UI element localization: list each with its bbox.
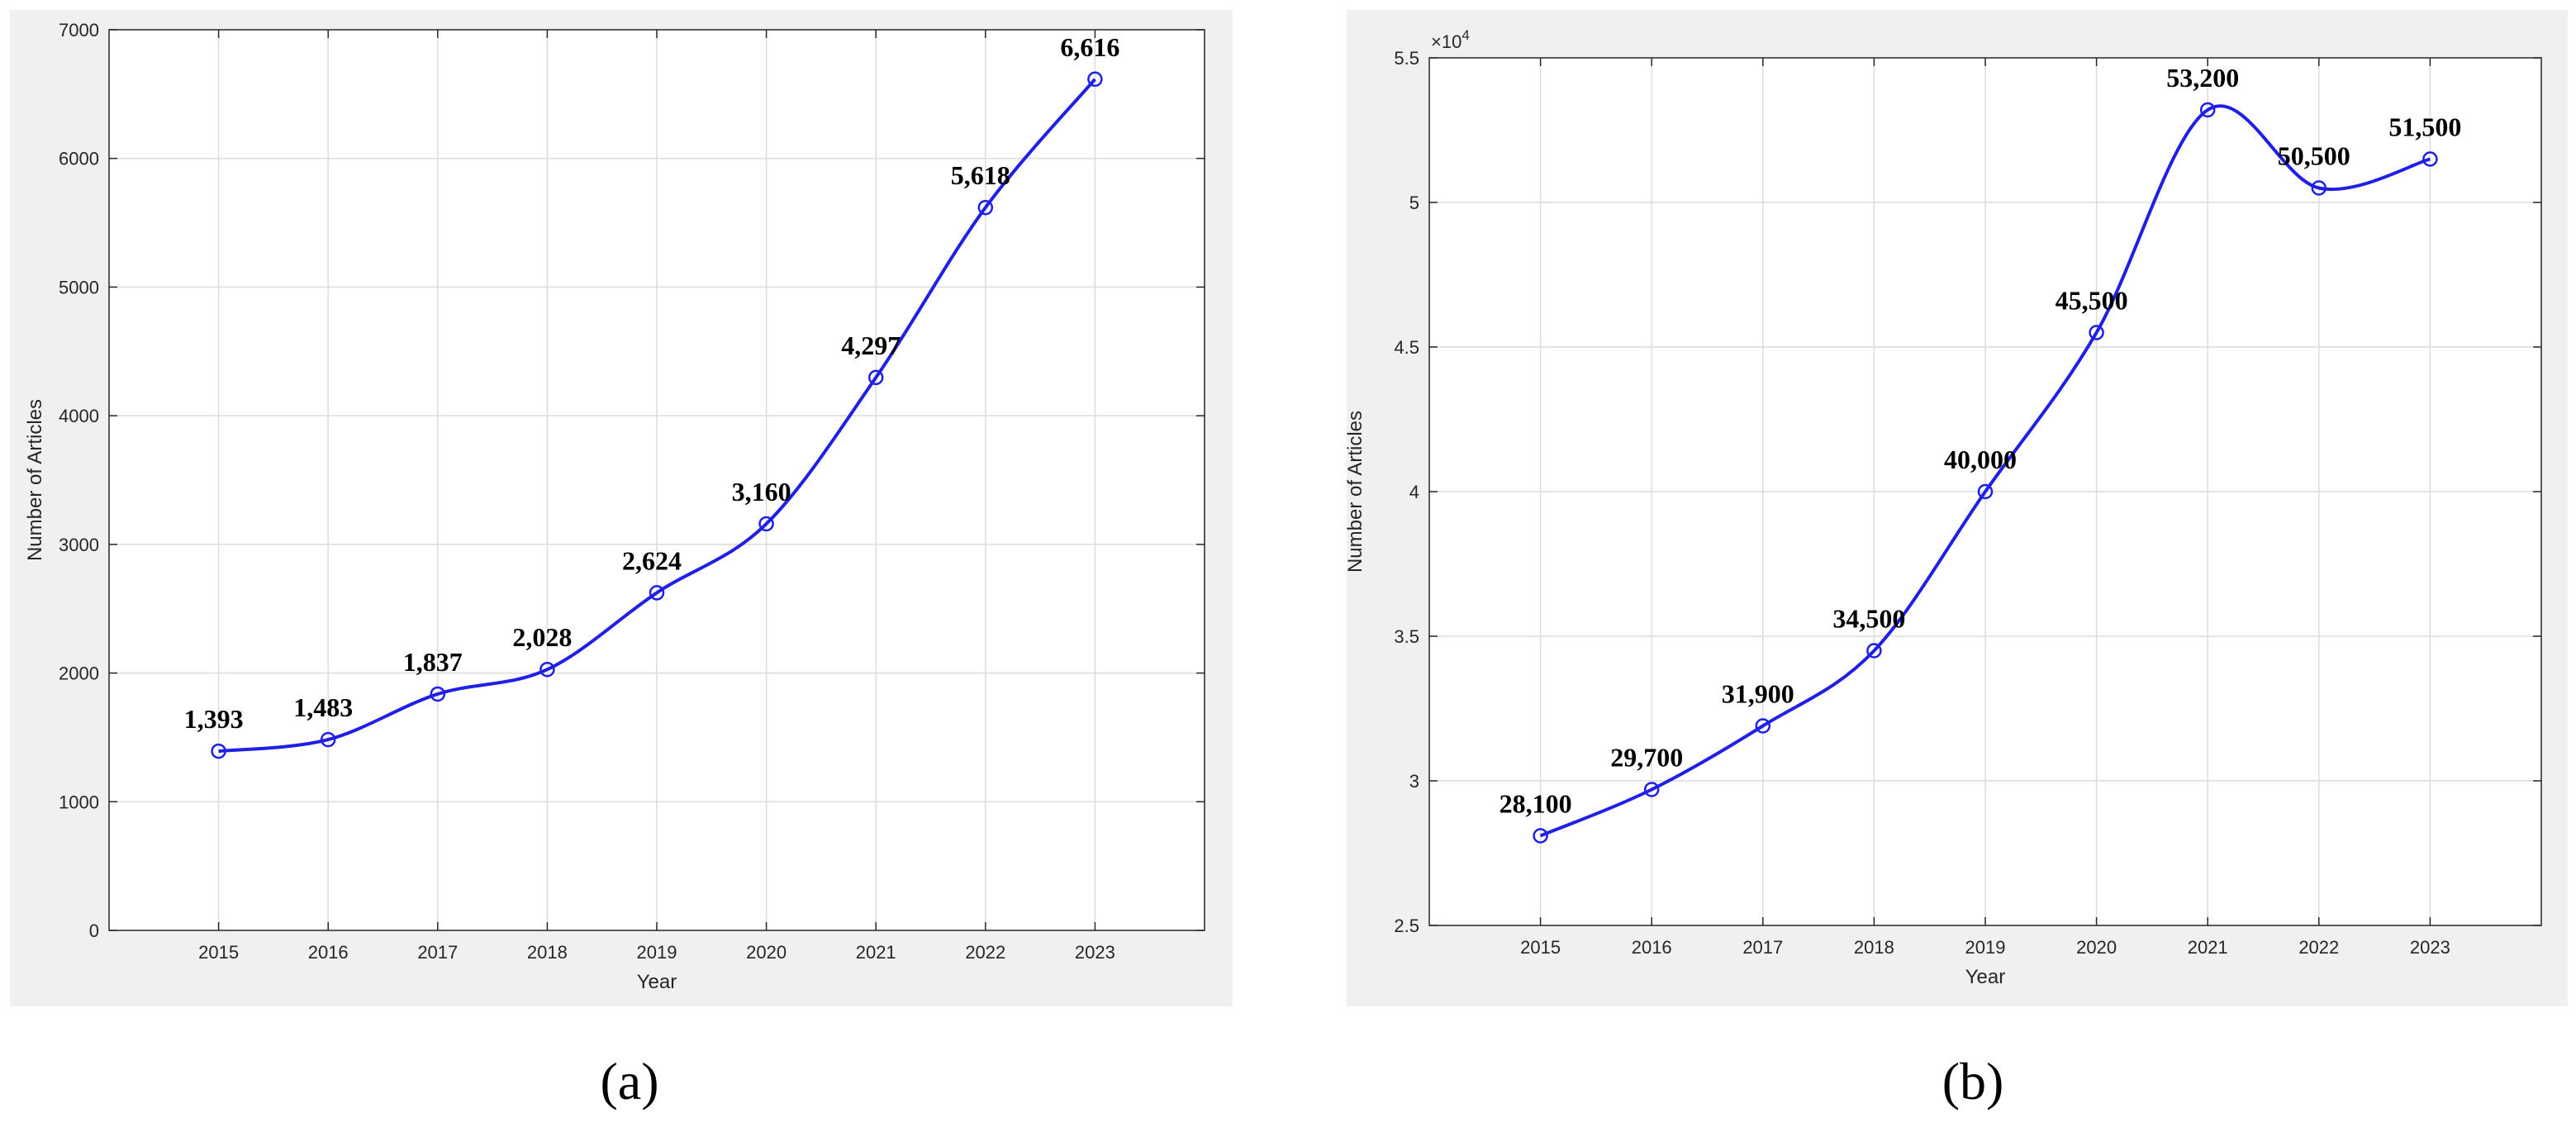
- chart-b-data-label: 53,200: [2166, 63, 2239, 93]
- chart-a-x-tick-label: 2020: [746, 942, 787, 963]
- chart-a-data-label: 2,624: [622, 545, 682, 575]
- chart-b-y-tick-label: 3.5: [1394, 626, 1419, 647]
- chart-b-y-multiplier-base: ×10: [1431, 31, 1461, 52]
- chart-a-plot-frame: [108, 29, 1205, 931]
- chart-b-data-label: 51,500: [2388, 112, 2461, 142]
- chart-panel-b: 2.5 3 3.5 4 4.5 5 5.5 2015 2016 2017 2018 2019 2020 2…: [1344, 10, 2568, 1006]
- chart-a-y-tick-label: 5000: [59, 277, 99, 297]
- chart-b-y-multiplier: ×104: [1431, 27, 1470, 52]
- chart-a-data-point: [977, 199, 994, 216]
- chart-b-y-axis-label: Number of Articles: [1344, 411, 1366, 573]
- chart-b-x-tick-label: 2018: [1854, 937, 1894, 958]
- chart-b-x-tick-label: 2020: [2076, 937, 2117, 958]
- chart-b-data-label: 34,500: [1832, 604, 1905, 634]
- chart-a-x-tick-label: 2022: [965, 942, 1005, 963]
- chart-b-data-point: [1977, 483, 1994, 500]
- chart-b-y-tick-label: 2.5: [1394, 916, 1419, 936]
- chart-a-y-tick-label: 3000: [59, 535, 99, 555]
- chart-b-y-tick-label: 4: [1409, 482, 1419, 502]
- chart-a-data-label: 2,028: [512, 622, 572, 652]
- chart-a-data-point: [649, 585, 665, 601]
- chart-b-x-axis-label: Year: [1965, 966, 2006, 988]
- chart-a-data-point: [211, 743, 226, 759]
- chart-a-data-point: [867, 369, 884, 386]
- chart-b-data-point: [2311, 180, 2327, 196]
- chart-b-data-label: 50,500: [2278, 141, 2350, 171]
- chart-a-data-label: 1,393: [184, 704, 244, 734]
- chart-b-data-label: 29,700: [1610, 743, 1683, 773]
- chart-a-data-point: [539, 661, 555, 678]
- chart-b-x-tick-label: 2017: [1742, 937, 1783, 958]
- chart-a-x-tick-label: 2019: [637, 942, 677, 963]
- chart-a-data-point: [430, 686, 446, 702]
- chart-b-data-point: [1533, 828, 1548, 844]
- chart-a-data-point: [320, 731, 336, 748]
- chart-a-y-tick-label: 7000: [59, 20, 99, 40]
- chart-b-x-tick-label: 2021: [2188, 937, 2228, 958]
- chart-a-data-label: 3,160: [732, 477, 791, 507]
- chart-a-svg: 0 1000 2000 3000 4000 5000 6000 7000 2015 2016 201…: [24, 20, 1205, 993]
- chart-b-x-tick-label: 2022: [2298, 937, 2339, 958]
- chart-a-y-tick-label: 1000: [59, 792, 99, 812]
- chart-b-y-tick-label: 4.5: [1394, 337, 1419, 358]
- chart-a-y-axis-label: Number of Articles: [24, 399, 46, 561]
- chart-b-y-tick-label: 3: [1409, 771, 1419, 792]
- chart-a-x-tick-label: 2021: [856, 942, 896, 963]
- chart-panel-a: 0 1000 2000 3000 4000 5000 6000 7000 2015 2016 201…: [10, 10, 1233, 1006]
- chart-a-x-tick-label: 2015: [198, 942, 239, 963]
- chart-b-data-point: [2422, 151, 2438, 167]
- chart-b-series-line: [1539, 104, 2431, 838]
- chart-b-x-tick-label: 2023: [2410, 937, 2450, 958]
- chart-a-series-line: [218, 78, 1096, 754]
- chart-a-y-tick-label: 0: [89, 920, 99, 941]
- chart-a-x-tick-label: 2016: [308, 942, 349, 963]
- chart-a-data-label: 6,616: [1060, 32, 1119, 62]
- chart-b-y-multiplier-exp: 4: [1461, 27, 1469, 43]
- chart-a-data-label: 4,297: [841, 331, 901, 360]
- chart-a-x-tick-label: 2023: [1075, 942, 1115, 963]
- chart-a-x-tick-label: 2017: [417, 942, 458, 963]
- chart-b-data-point: [2199, 102, 2216, 118]
- chart-a-y-tick-label: 6000: [59, 149, 99, 169]
- chart-b-svg: 2.5 3 3.5 4 4.5 5 5.5 2015 2016 2017 2018 2019 2020 2…: [1344, 27, 2542, 988]
- chart-b-data-point: [2089, 325, 2104, 340]
- chart-b-data-label: 28,100: [1499, 789, 1572, 819]
- chart-a-data-label: 1,837: [403, 647, 463, 677]
- chart-b-data-point: [1755, 718, 1771, 734]
- chart-a-data-point: [758, 516, 774, 532]
- chart-b-data-label: 40,000: [1944, 445, 2017, 474]
- chart-b-x-tick-label: 2016: [1632, 937, 1672, 958]
- chart-a-data-label: 1,483: [293, 692, 353, 722]
- chart-b-y-tick-label: 5.5: [1394, 48, 1419, 69]
- chart-a-x-axis-label: Year: [637, 971, 677, 993]
- chart-b-x-tick-label: 2019: [1965, 937, 2006, 958]
- chart-b-data-point: [1866, 643, 1882, 659]
- chart-b-plot-frame: [1428, 57, 2542, 926]
- chart-a-data-point: [1087, 71, 1103, 88]
- chart-b-data-label: 31,900: [1722, 679, 1794, 709]
- chart-a-x-tick-label: 2018: [527, 942, 568, 963]
- chart-b-x-tick-label: 2015: [1520, 937, 1561, 958]
- caption-b: (b): [1942, 1052, 2004, 1111]
- chart-a-y-tick-label: 2000: [59, 664, 99, 684]
- chart-a-y-tick-label: 4000: [59, 406, 99, 426]
- chart-b-data-label: 45,500: [2056, 286, 2128, 316]
- chart-a-data-label: 5,618: [951, 160, 1010, 190]
- chart-b-y-tick-label: 5: [1409, 193, 1419, 213]
- caption-a: (a): [600, 1052, 659, 1111]
- chart-b-data-point: [1643, 782, 1660, 797]
